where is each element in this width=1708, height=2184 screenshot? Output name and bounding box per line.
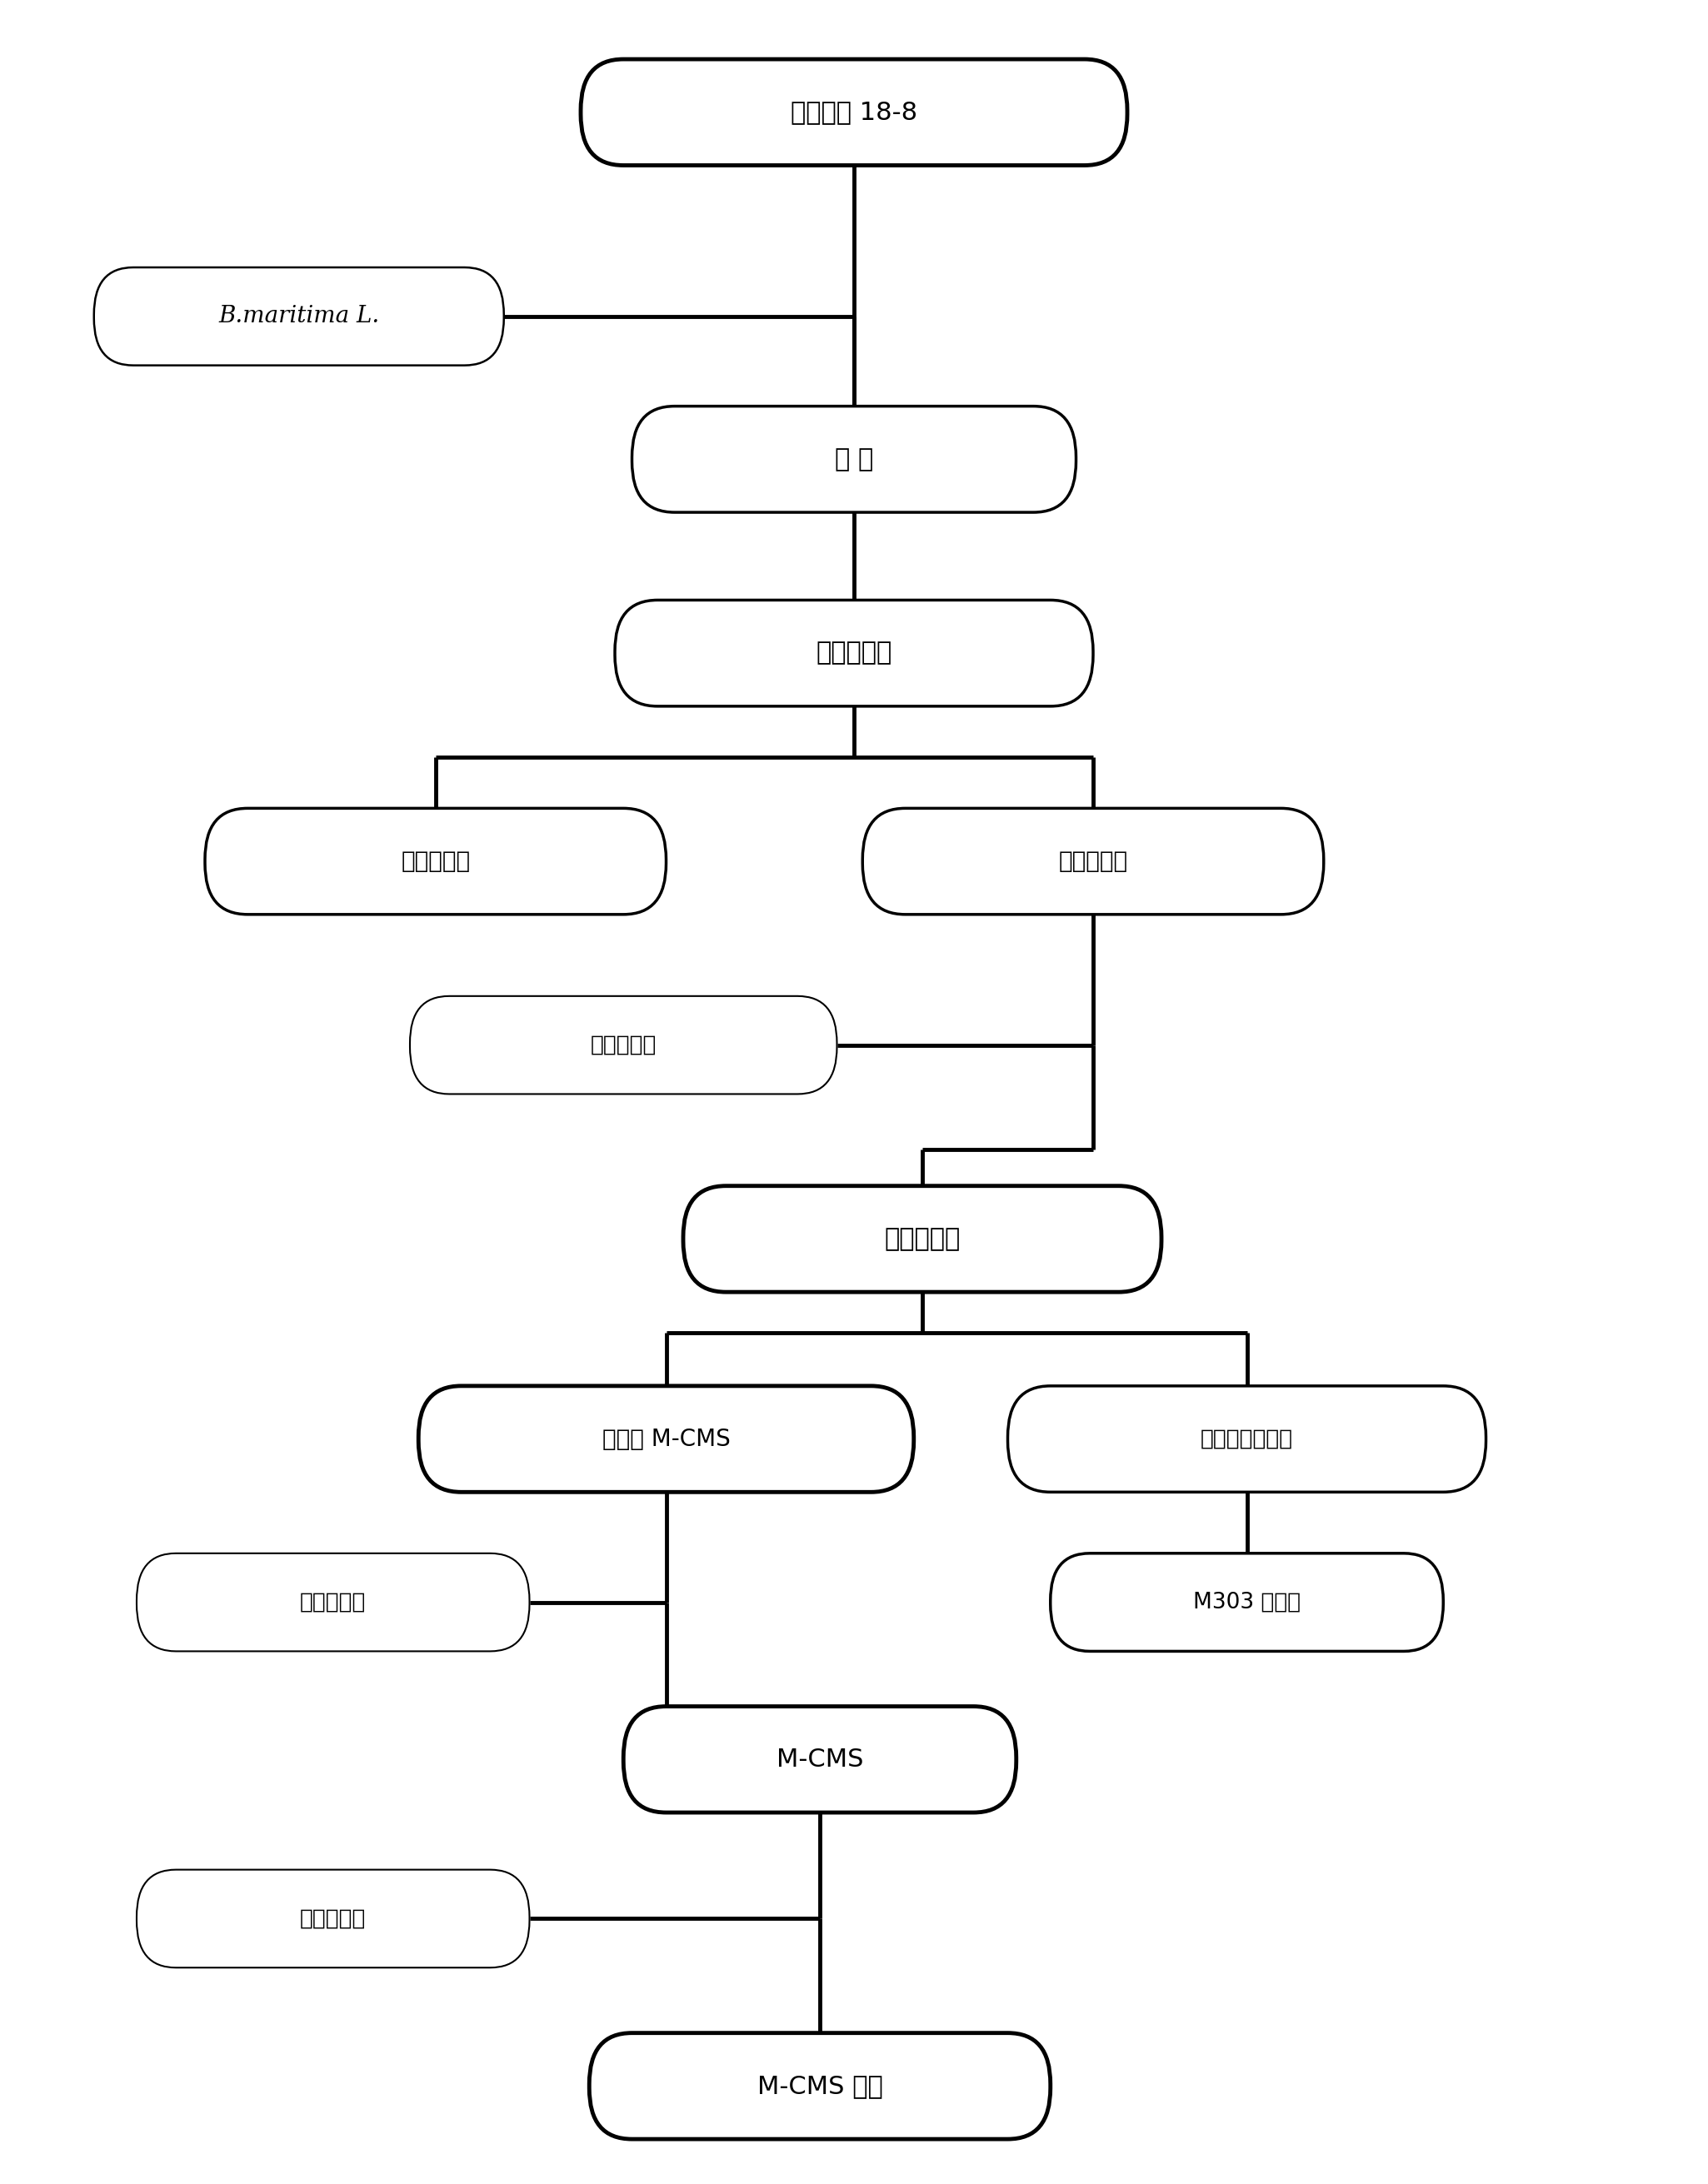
FancyBboxPatch shape (137, 1870, 529, 1968)
Text: M303 异质系: M303 异质系 (1194, 1592, 1300, 1614)
FancyBboxPatch shape (683, 1186, 1161, 1293)
Text: 保持系多粒: 保持系多粒 (301, 1592, 366, 1614)
Text: M-CMS: M-CMS (777, 1747, 863, 1771)
Text: 一年生杂种: 一年生杂种 (816, 642, 892, 666)
FancyBboxPatch shape (94, 266, 504, 365)
Text: M-CMS 单粒: M-CMS 单粒 (757, 2075, 883, 2099)
FancyBboxPatch shape (418, 1387, 914, 1492)
Text: 两年生杂种: 两年生杂种 (1059, 850, 1127, 874)
Text: 两年生杂种: 两年生杂种 (885, 1227, 960, 1251)
Text: 两年生 M-CMS: 两年生 M-CMS (601, 1428, 731, 1450)
FancyBboxPatch shape (1050, 1553, 1443, 1651)
FancyBboxPatch shape (410, 996, 837, 1094)
Text: 一年生杂种: 一年生杂种 (401, 850, 470, 874)
Text: 一年生杂种: 一年生杂种 (591, 1035, 656, 1055)
Text: 杂 种: 杂 种 (835, 448, 873, 472)
Text: 保持系单粒: 保持系单粒 (301, 1909, 366, 1928)
FancyBboxPatch shape (137, 1553, 529, 1651)
FancyBboxPatch shape (1008, 1387, 1486, 1492)
Text: 两年生可育多粒: 两年生可育多粒 (1201, 1428, 1293, 1450)
FancyBboxPatch shape (623, 1706, 1016, 1813)
FancyBboxPatch shape (632, 406, 1076, 513)
Text: B.maritima L.: B.maritima L. (219, 306, 379, 328)
FancyBboxPatch shape (615, 601, 1093, 705)
FancyBboxPatch shape (205, 808, 666, 915)
Text: 糖甜菜范 18-8: 糖甜菜范 18-8 (791, 100, 917, 124)
FancyBboxPatch shape (581, 59, 1127, 166)
FancyBboxPatch shape (863, 808, 1324, 915)
FancyBboxPatch shape (589, 2033, 1050, 2138)
